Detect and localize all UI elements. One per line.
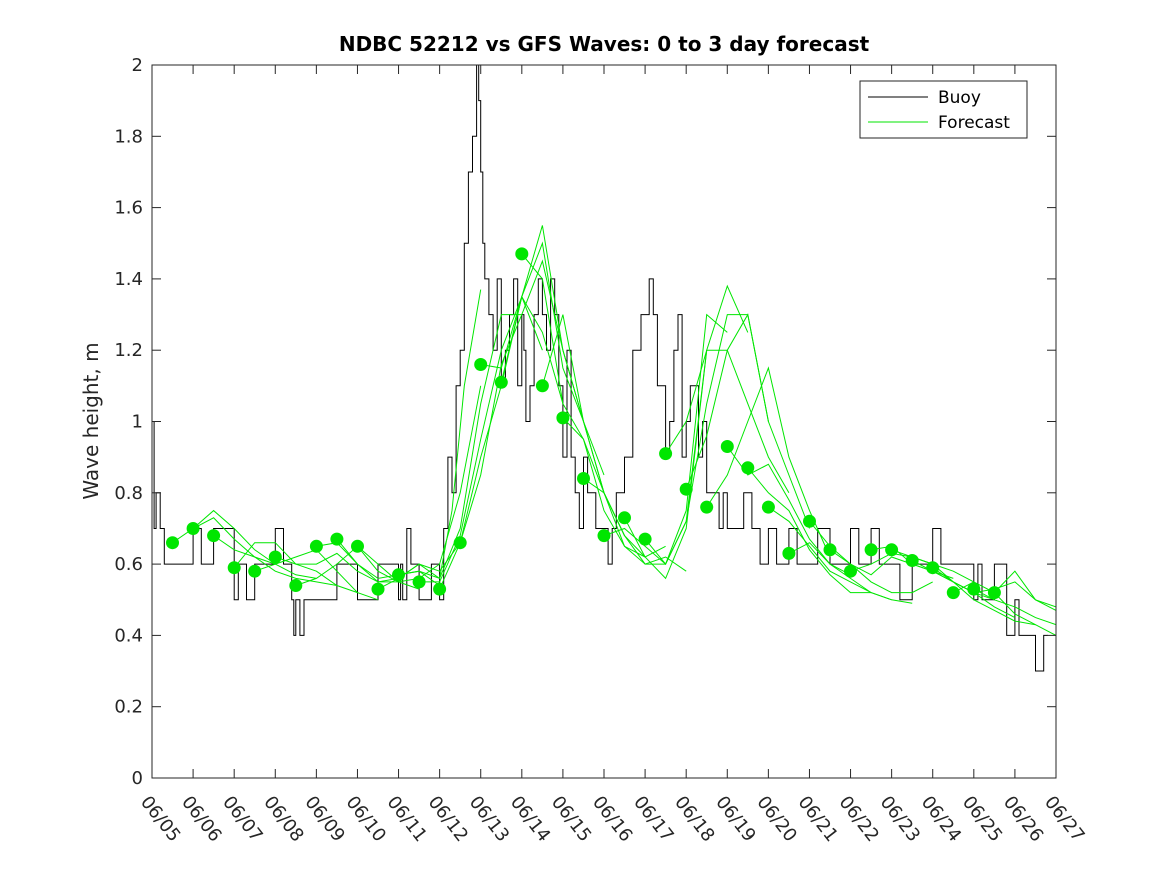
y-tick-label-8: 1.6 [114,198,143,219]
series-group [152,65,1056,672]
forecast-line-1 [192,509,317,579]
forecast-line-40 [994,592,1056,636]
forecast-point-38 [946,586,960,600]
y-tick-label-0: 0 [132,768,143,789]
forecast-line-11 [398,314,522,580]
forecast-point-5 [268,550,282,564]
forecast-point-13 [433,582,447,596]
legend-forecast-label: Forecast [938,113,1010,133]
forecast-point-33 [844,564,857,578]
forecast-line-30 [788,542,913,604]
forecast-point-1 [186,522,200,535]
forecast-point-20 [577,472,590,485]
forecast-point-3 [227,561,241,575]
plot-content [152,65,1056,672]
forecast-point-30 [782,546,796,560]
forecast-point-40 [987,586,1001,600]
forecast-point-7 [309,539,323,553]
forecast-point-9 [351,539,364,553]
forecast-point-26 [700,500,714,514]
forecast-point-23 [638,532,652,546]
forecast-point-31 [803,514,816,528]
forecast-point-14 [453,536,467,550]
forecast-point-22 [618,511,631,525]
forecast-line-19 [562,417,687,572]
forecast-point-39 [967,582,981,596]
forecast-point-0 [166,536,179,550]
forecast-point-16 [494,375,508,389]
forecast-line-25 [685,313,810,529]
forecast-point-12 [412,575,426,589]
y-tick-label-6: 1.2 [114,340,143,361]
forecast-point-24 [659,447,673,461]
forecast-point-25 [679,482,693,496]
forecast-point-27 [720,440,734,453]
legend-buoy-label: Buoy [938,88,981,108]
forecast-line-22 [624,284,749,580]
legend-box [859,80,1028,139]
forecast-line-2 [213,535,337,586]
y-tick-label-7: 1.4 [114,269,143,290]
forecast-point-17 [515,247,529,261]
forecast-point-10 [371,582,385,596]
forecast-point-8 [330,532,344,546]
y-axis-label: Wave height, m [79,342,103,499]
forecast-point-29 [761,500,775,514]
forecast-point-18 [535,379,549,393]
y-tick-label-10: 2 [132,55,143,76]
y-tick-label-1: 0.2 [114,697,143,718]
forecast-point-34 [864,543,878,557]
y-tick-label-4: 0.8 [114,483,143,504]
forecast-point-11 [392,568,405,582]
forecast-line-39 [973,588,1056,626]
y-tick-label-3: 0.6 [114,554,143,575]
forecast-point-32 [823,543,837,557]
y-tick-label-5: 1 [132,412,143,433]
legend: Buoy Forecast [859,80,1028,139]
forecast-point-37 [926,561,940,575]
forecast-point-2 [207,529,221,543]
y-axis: 0 0.2 0.4 0.6 0.8 1 1.2 1.4 1.6 1.8 2 [114,55,1056,789]
forecast-point-15 [474,358,488,371]
forecast-point-28 [741,461,755,475]
forecast-point-35 [885,543,899,557]
forecast-point-21 [597,529,611,543]
y-tick-label-2: 0.4 [114,625,143,646]
forecast-point-6 [289,579,303,592]
plot-area [152,65,1056,778]
forecast-point-19 [556,411,570,425]
y-tick-label-9: 1.8 [114,126,143,147]
forecast-point-4 [248,564,262,578]
forecast-line-26 [706,366,831,558]
chart-title: NDBC 52212 vs GFS Waves: 0 to 3 day fore… [339,32,870,56]
forecast-point-36 [905,554,919,567]
forecast-line-28 [747,467,872,594]
